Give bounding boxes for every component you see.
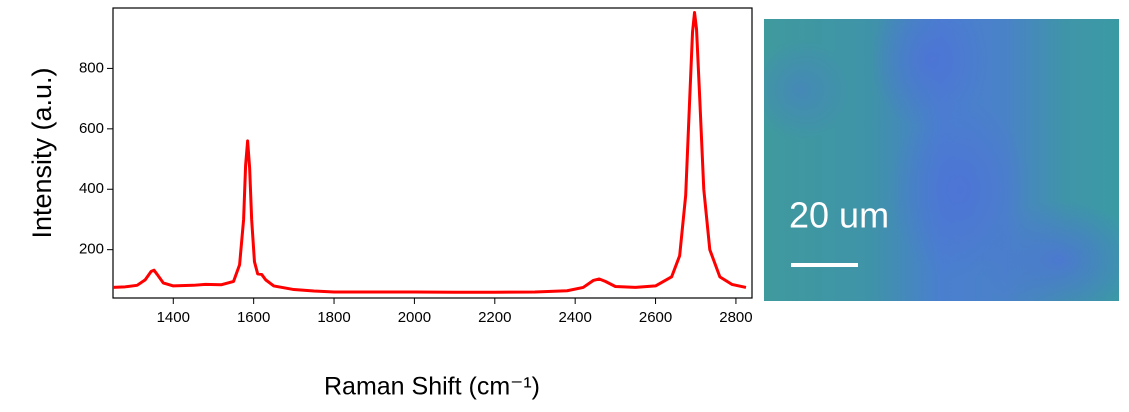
y-axis-label: Intensity (a.u.) [27,67,57,238]
x-tick-label: 2400 [558,309,591,326]
plot-frame [112,7,753,299]
x-tick-label: 2000 [398,309,431,326]
x-tick-label: 1600 [237,309,270,326]
y-tick-label: 400 [79,180,104,197]
x-tick-label: 1800 [317,309,350,326]
x-axis-label: Raman Shift (cm⁻¹) [324,373,540,401]
x-tick-label: 2800 [719,309,752,326]
x-tick-label: 1400 [157,309,190,326]
y-tick-label: 200 [79,241,104,258]
micrograph [764,19,1119,301]
spectrum-line [112,11,747,294]
x-tick-label: 2600 [639,309,672,326]
x-tick-label: 2200 [478,309,511,326]
y-tick-label: 600 [79,120,104,137]
y-tick-label: 800 [79,59,104,76]
scale-bar-label: 20 um [789,195,889,236]
